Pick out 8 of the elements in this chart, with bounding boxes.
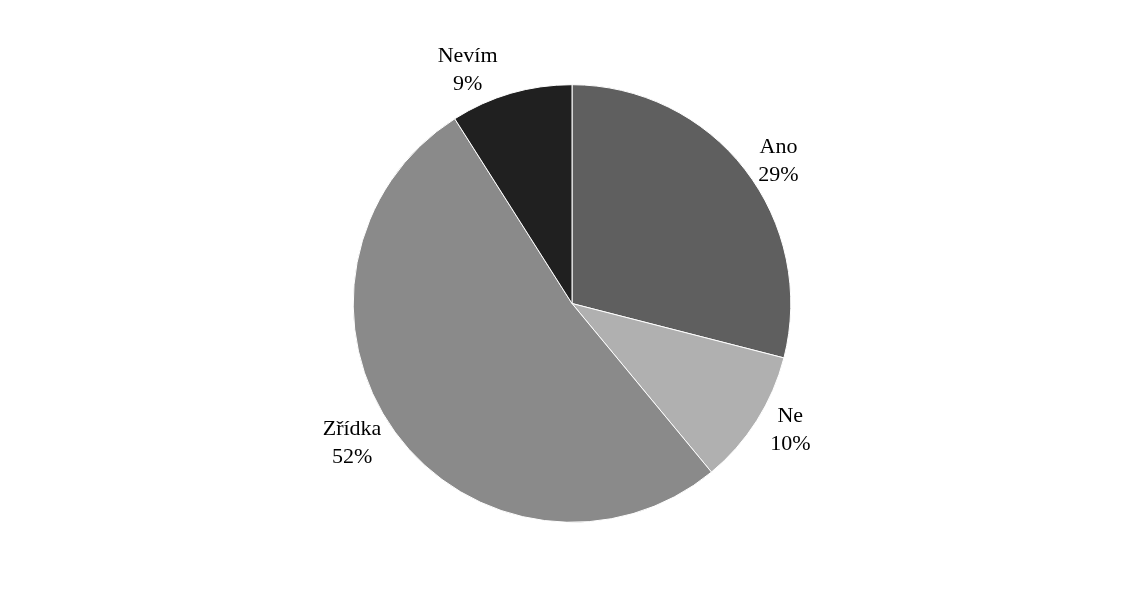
slice-label: Ne	[777, 401, 804, 427]
data-label: 29%	[758, 161, 799, 187]
slice-label: Ano	[759, 132, 798, 158]
slice-label: Nevím	[437, 41, 498, 67]
data-label: 52%	[331, 443, 373, 469]
data-label: 9%	[452, 70, 483, 96]
data-label: 10%	[770, 430, 811, 456]
slice-label: Zřídka	[322, 414, 382, 440]
